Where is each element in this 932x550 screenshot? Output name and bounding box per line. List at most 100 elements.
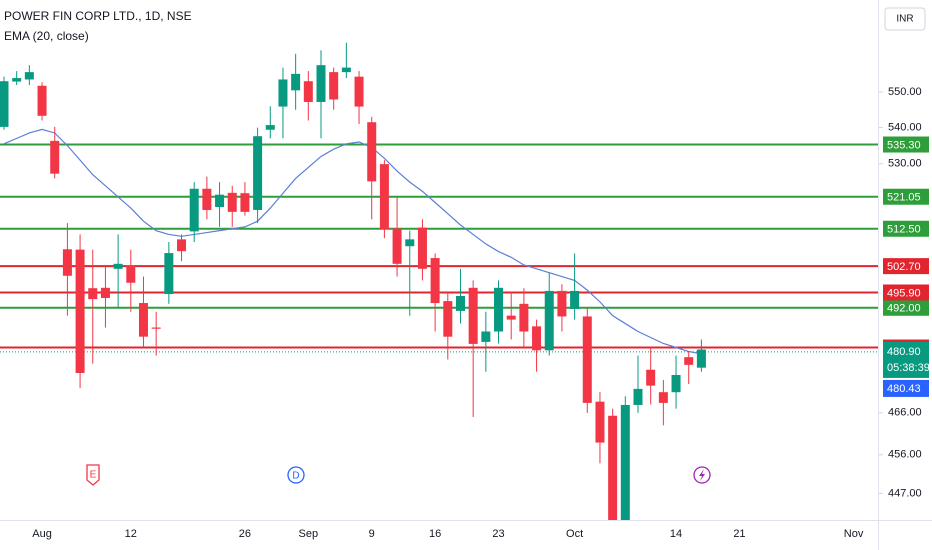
candle-body: [443, 301, 453, 337]
event-earnings[interactable]: E: [86, 464, 100, 486]
level-label: 495.90: [887, 287, 921, 299]
level-label: 492.00: [887, 303, 921, 315]
candle-body: [215, 194, 225, 207]
y-tick-label: 540.00: [888, 122, 922, 134]
candle-body: [177, 239, 187, 252]
candle-body: [303, 81, 313, 102]
chart-title: POWER FIN CORP LTD., 1D, NSE: [4, 9, 192, 23]
level-label-bg: [883, 284, 929, 301]
candle-body: [633, 388, 643, 405]
candle-body: [417, 227, 427, 269]
candle-body: [658, 392, 668, 403]
event-news[interactable]: [693, 466, 711, 484]
x-tick-label: 12: [125, 528, 137, 540]
level-label-bg: [883, 220, 929, 237]
y-tick-label: 530.00: [888, 158, 922, 170]
last-price-label: 480.90: [887, 346, 921, 358]
candle-body: [379, 164, 389, 230]
candle-body: [227, 192, 237, 212]
last-price-label-bg: [883, 341, 929, 378]
candle-body: [570, 290, 580, 309]
ema-label: 480.43: [887, 383, 921, 395]
candle-body: [557, 290, 567, 317]
x-tick-label: 26: [239, 528, 251, 540]
x-tick-label: Aug: [32, 528, 52, 540]
candle-body: [608, 415, 618, 520]
candle-body: [519, 303, 529, 332]
y-tick-label: 456.00: [888, 449, 922, 461]
candle-body: [595, 401, 605, 443]
candle-body: [405, 239, 415, 247]
x-tick-label: Oct: [566, 528, 583, 540]
candle-body: [671, 375, 681, 393]
candle-body: [240, 193, 250, 212]
candle-body: [138, 303, 148, 337]
currency-label[interactable]: INR: [896, 14, 913, 25]
candle-body: [113, 263, 123, 269]
candle-body: [620, 404, 630, 520]
level-label: 502.70: [887, 261, 921, 273]
candle-body: [455, 295, 465, 311]
ema-label-bg: [883, 379, 929, 397]
event-dividend[interactable]: D: [287, 466, 305, 484]
x-tick-label: 16: [429, 528, 441, 540]
x-tick-label: 23: [492, 528, 504, 540]
candle-body: [37, 85, 47, 116]
currency-button[interactable]: [884, 7, 926, 31]
y-tick-label: 466.00: [888, 407, 922, 419]
level-label-bg: [883, 299, 929, 316]
x-tick-label: Nov: [844, 528, 864, 540]
x-tick-label: 21: [733, 528, 745, 540]
candle-body: [164, 253, 174, 295]
countdown-label: 05:38:39: [887, 362, 930, 374]
candle-body: [646, 369, 656, 386]
event-label[interactable]: D: [292, 471, 299, 482]
candle-body: [684, 357, 694, 365]
level-label: 535.30: [887, 139, 921, 151]
candle-body: [100, 287, 110, 298]
candle-body: [544, 290, 554, 351]
level-label-bg: [883, 136, 929, 153]
candle-body: [291, 73, 301, 91]
x-tick-label: 14: [670, 528, 682, 540]
candle-body: [696, 349, 706, 368]
candle-body: [75, 249, 85, 373]
candle-body: [202, 188, 212, 210]
candle-body: [126, 265, 136, 283]
candle-body: [12, 78, 22, 82]
candle-body: [354, 76, 364, 107]
candle-body: [481, 331, 491, 342]
candle-body: [316, 65, 326, 102]
candle-body: [278, 79, 288, 107]
candle-body: [50, 140, 60, 174]
ema-line: [3, 128, 702, 355]
candle-body: [189, 188, 199, 232]
level-label-bg: [883, 188, 929, 205]
candle-body: [367, 122, 377, 182]
indicator-label: EMA (20, close): [4, 29, 89, 43]
level-label-bg: [883, 258, 929, 275]
level-label: 512.50: [887, 224, 921, 236]
candle-body: [430, 258, 440, 304]
candle-body: [24, 72, 34, 80]
candle-body: [0, 81, 9, 127]
candle-body: [265, 125, 275, 130]
candle-body: [253, 136, 263, 210]
candle-body: [494, 287, 504, 332]
candle-body: [62, 249, 72, 276]
event-label[interactable]: E: [90, 470, 97, 481]
plot-area: [0, 42, 878, 520]
candle-body: [506, 315, 516, 320]
candle-body: [341, 67, 351, 73]
candle-body: [151, 327, 161, 329]
candle-body: [392, 228, 402, 264]
candle-body: [468, 287, 478, 344]
candle-body: [532, 326, 542, 351]
x-tick-label: 9: [369, 528, 375, 540]
level-label: 521.05: [887, 192, 921, 204]
candle-body: [582, 316, 592, 403]
candle-body: [329, 72, 339, 100]
x-tick-label: Sep: [299, 528, 319, 540]
y-tick-label: 550.00: [888, 86, 922, 98]
